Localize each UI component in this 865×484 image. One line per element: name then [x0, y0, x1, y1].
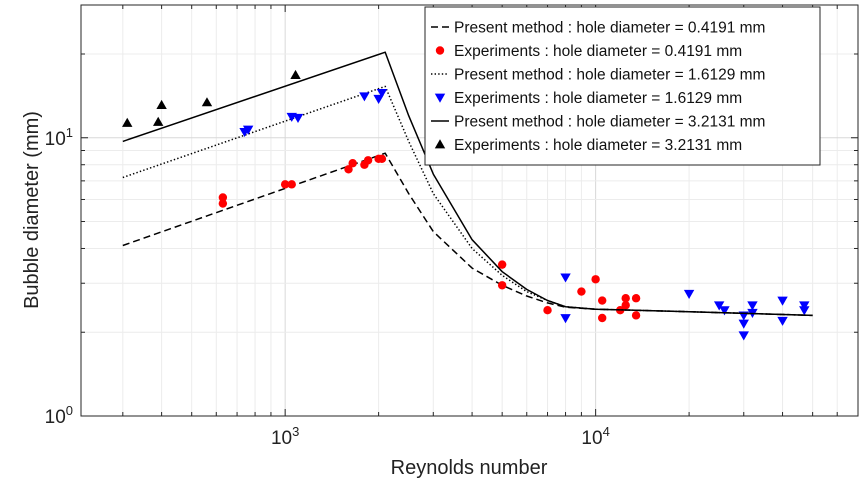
data-point: [631, 294, 641, 303]
y-tick-label: 100: [45, 403, 73, 428]
legend-label: Present method : hole diameter = 1.6129 …: [454, 67, 765, 84]
legend-box: [424, 6, 821, 166]
legend: Present method : hole diameter = 0.4191 …: [424, 6, 821, 166]
data-point: [290, 69, 301, 79]
legend-label: Experiments : hole diameter = 1.6129 mm: [454, 90, 742, 107]
data-point: [591, 275, 600, 284]
legend-label: Present method : hole diameter = 0.4191 …: [454, 20, 765, 37]
plot-frame: [80, 4, 859, 417]
data-point: [621, 294, 630, 303]
data-point: [242, 125, 254, 135]
legend-entry-3: Present method : hole diameter = 1.6129 …: [431, 67, 765, 84]
data-point: [122, 117, 133, 127]
legend-entry-6: Experiments : hole diameter = 3.2131 mm: [434, 137, 742, 154]
data-point: [577, 287, 586, 296]
legend-marker-swatch: [434, 93, 446, 103]
data-point: [363, 156, 373, 165]
data-point: [373, 94, 384, 105]
data-point: [631, 311, 641, 320]
data-point: [621, 301, 630, 310]
legend-label: Present method : hole diameter = 3.2131 …: [454, 114, 765, 131]
legend-entry-1: Present method : hole diameter = 0.4191 …: [431, 20, 765, 37]
data-point: [738, 319, 749, 329]
data-point: [377, 154, 387, 164]
data-point: [292, 113, 304, 123]
legend-label: Experiments : hole diameter = 3.2131 mm: [454, 137, 742, 154]
y-axis-label: Bubble diameter (mm): [21, 111, 43, 309]
x-tick-label: 104: [581, 424, 609, 449]
data-point: [344, 165, 353, 174]
data-point: [287, 180, 296, 189]
data-point: [560, 273, 571, 283]
data-point: [799, 301, 810, 311]
legend-entry-5: Present method : hole diameter = 3.2131 …: [431, 114, 765, 131]
data-point: [218, 199, 228, 208]
data-point: [359, 92, 370, 102]
data-point: [218, 193, 228, 202]
data-point: [598, 313, 607, 323]
data-point: [747, 301, 758, 311]
data-point: [156, 99, 167, 110]
data-point: [598, 296, 607, 305]
data-point: [152, 116, 164, 126]
legend-marker-swatch: [435, 46, 445, 55]
series-6: [122, 69, 301, 127]
series-5: [122, 51, 813, 317]
series-layer: [122, 51, 813, 341]
data-point: [738, 331, 749, 341]
series-2: [218, 154, 641, 323]
data-point: [280, 180, 290, 189]
data-point: [719, 306, 730, 316]
legend-label: Experiments : hole diameter = 0.4191 mm: [454, 43, 742, 60]
data-point: [543, 306, 552, 315]
data-point: [201, 97, 213, 107]
data-point: [683, 289, 695, 299]
data-point: [376, 88, 388, 99]
x-axis-label: Reynolds number: [391, 457, 548, 479]
tick-labels: 103 104 100 101: [45, 125, 610, 449]
data-point: [713, 301, 725, 311]
legend-entry-2: Experiments : hole diameter = 0.4191 mm: [435, 43, 742, 60]
data-point: [348, 159, 357, 168]
data-point: [497, 281, 507, 290]
data-point: [560, 314, 571, 324]
data-point: [777, 296, 788, 306]
y-tick-label: 101: [45, 125, 73, 150]
series-line: [122, 51, 813, 317]
x-tick-label: 103: [271, 424, 299, 449]
data-point: [777, 316, 788, 326]
legend-entry-4: Experiments : hole diameter = 1.6129 mm: [434, 90, 742, 107]
legend-marker-swatch: [434, 139, 446, 149]
data-point: [799, 306, 810, 316]
data-point: [497, 260, 507, 269]
